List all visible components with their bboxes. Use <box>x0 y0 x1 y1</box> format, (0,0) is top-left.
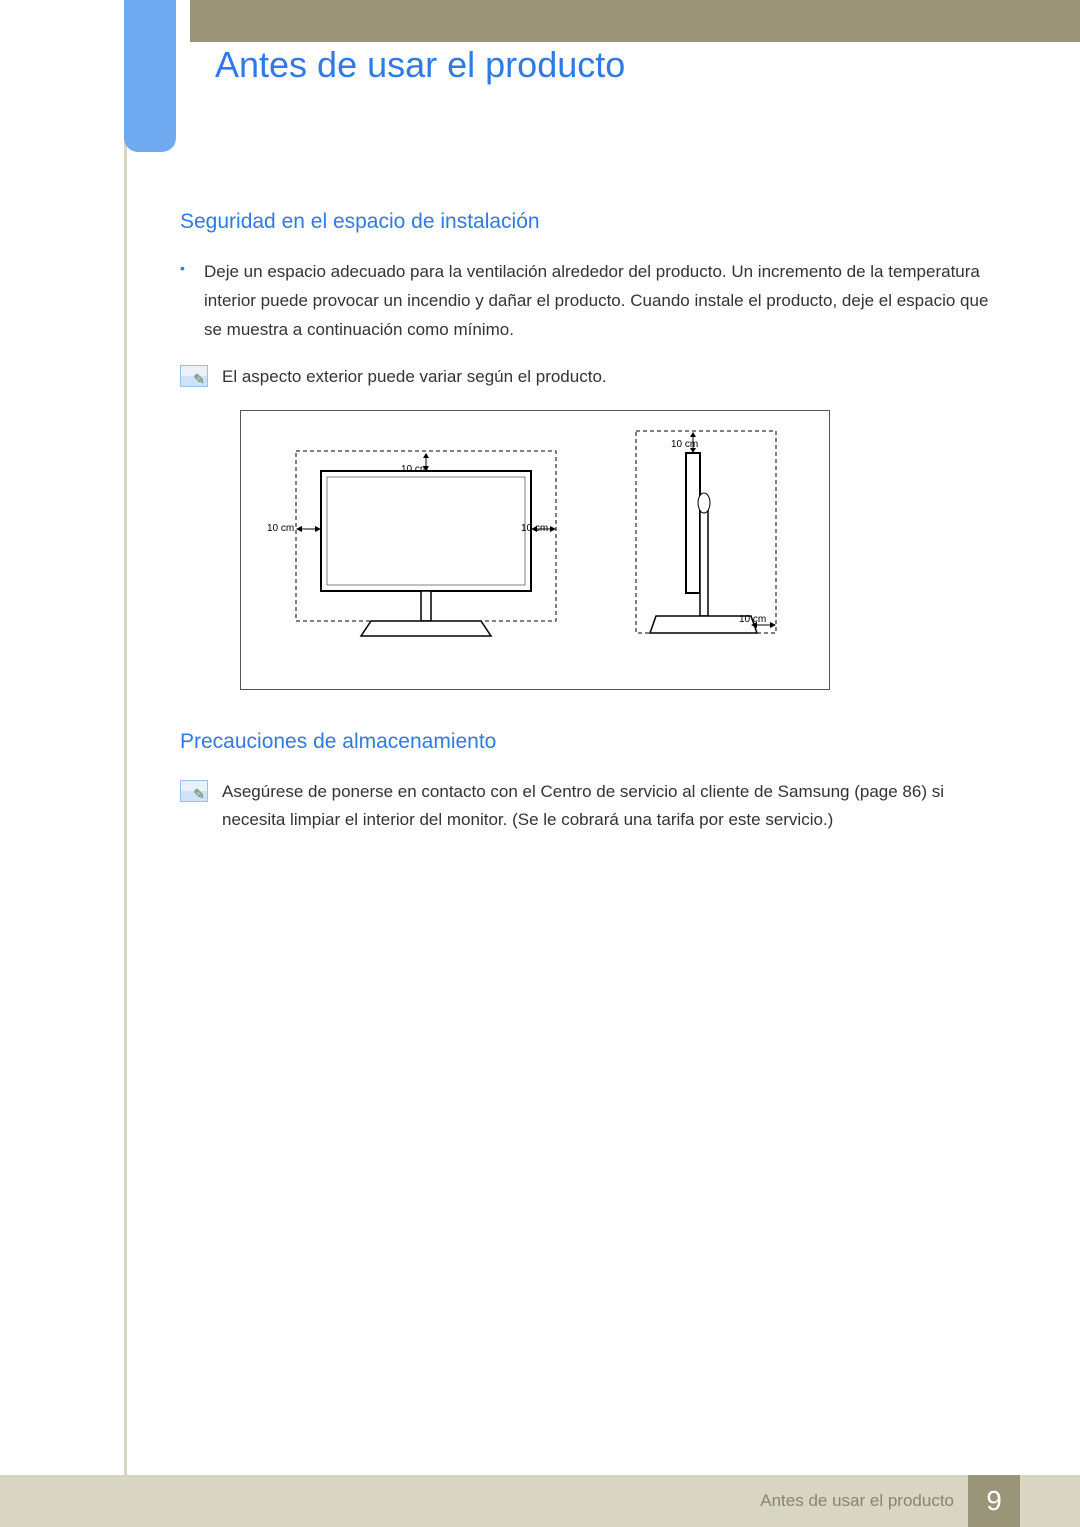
section-storage: Precauciones de almacenamiento Asegúrese… <box>180 730 1000 836</box>
clearance-diagram: 10 cm 10 cm 10 cm 10 cm 10 cm <box>240 410 830 690</box>
bullet-icon: • <box>180 260 190 345</box>
bullet-item: • Deje un espacio adecuado para la venti… <box>180 258 1000 345</box>
left-margin-rule <box>124 0 127 1527</box>
main-content: Seguridad en el espacio de instalación •… <box>180 210 1000 853</box>
page-title: Antes de usar el producto <box>215 44 625 86</box>
page-number: 9 <box>968 1475 1020 1527</box>
footer-bar: Antes de usar el producto 9 <box>0 1475 1080 1527</box>
header-bar <box>190 0 1080 42</box>
dim-label: 10 cm <box>521 523 548 534</box>
note-text: Asegúrese de ponerse en contacto con el … <box>222 778 1000 836</box>
footer-chapter-text: Antes de usar el producto <box>760 1491 954 1511</box>
dim-label: 10 cm <box>671 439 698 450</box>
note-icon <box>180 365 208 387</box>
body-paragraph: Deje un espacio adecuado para la ventila… <box>204 258 1000 345</box>
note-row: El aspecto exterior puede variar según e… <box>180 363 1000 392</box>
section-heading-storage: Precauciones de almacenamiento <box>180 730 1000 754</box>
chapter-tab <box>124 0 176 152</box>
note-text: El aspecto exterior puede variar según e… <box>222 363 607 392</box>
dim-label: 10 cm <box>739 614 766 625</box>
section-heading-installation-safety: Seguridad en el espacio de instalación <box>180 210 1000 234</box>
note-icon <box>180 780 208 802</box>
dim-label: 10 cm <box>267 523 294 534</box>
dim-label: 10 cm <box>401 464 428 475</box>
diagram-svg <box>241 411 831 691</box>
note-row: Asegúrese de ponerse en contacto con el … <box>180 778 1000 836</box>
